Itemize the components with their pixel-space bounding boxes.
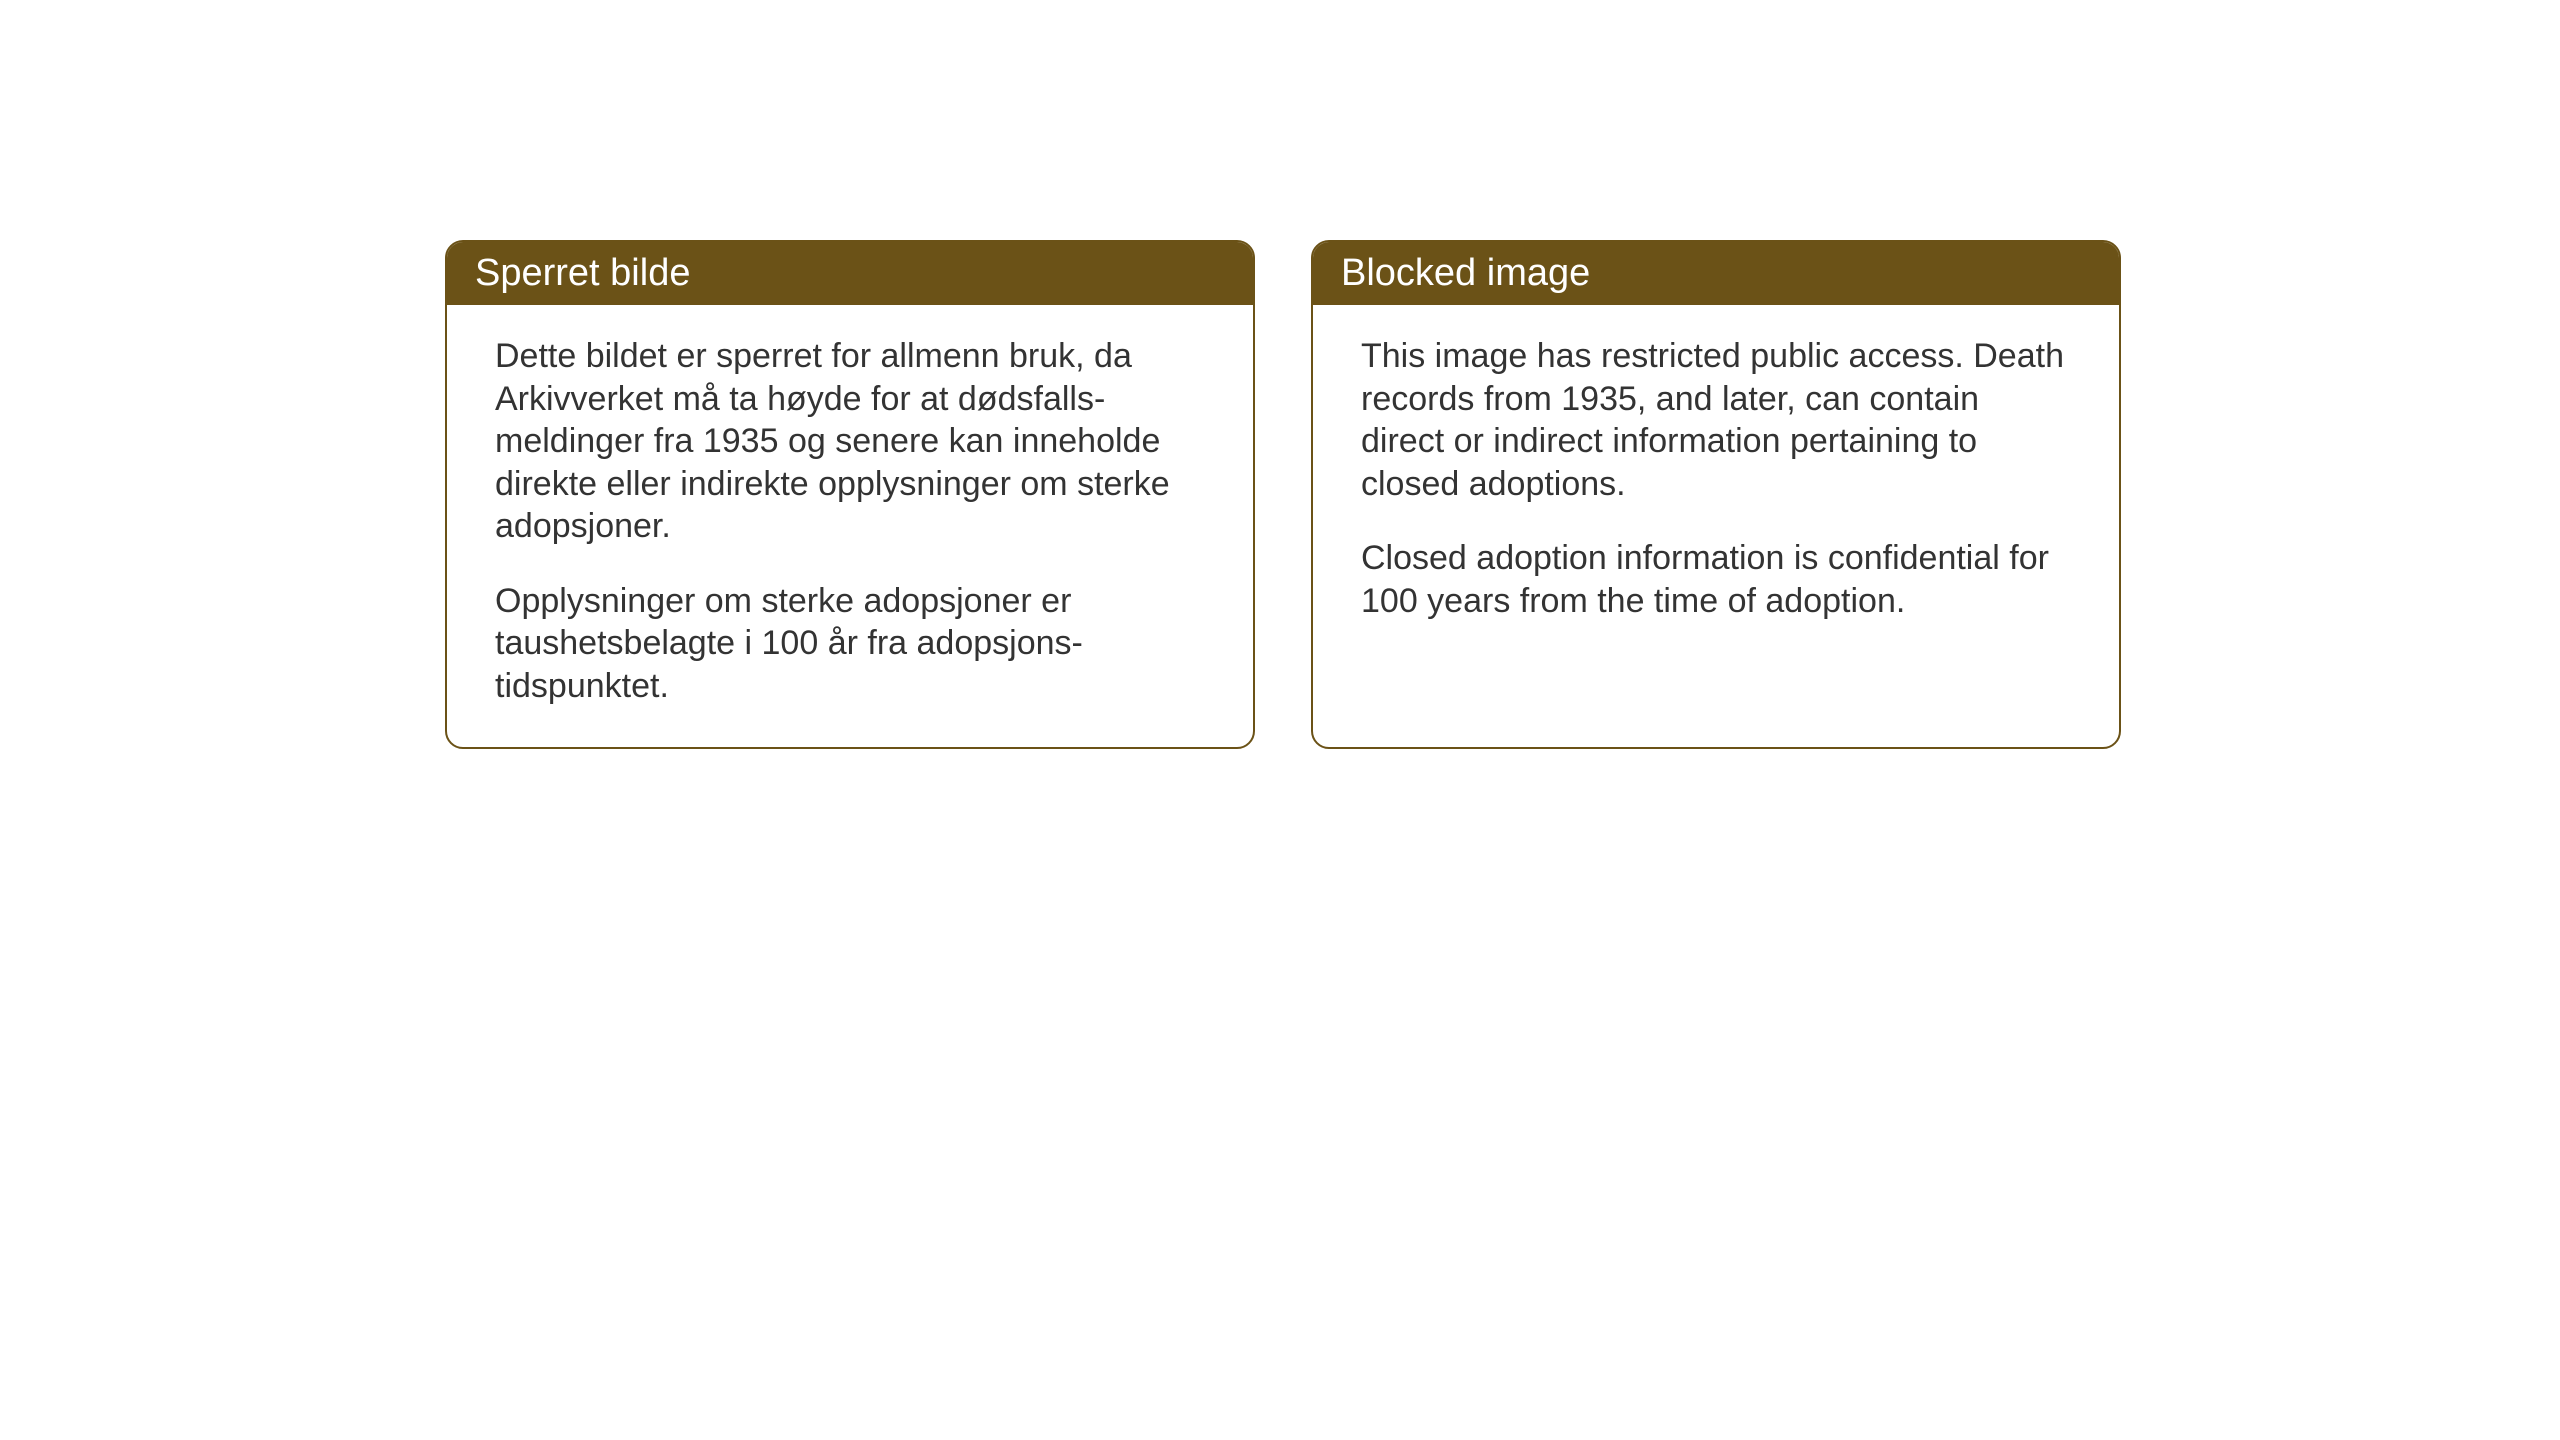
norwegian-title: Sperret bilde	[475, 252, 690, 294]
english-card-body: This image has restricted public access.…	[1313, 305, 2119, 662]
english-paragraph-2: Closed adoption information is confident…	[1361, 537, 2071, 622]
norwegian-paragraph-2: Opplysninger om sterke adopsjoner er tau…	[495, 580, 1205, 708]
norwegian-paragraph-1: Dette bildet er sperret for allmenn bruk…	[495, 335, 1205, 548]
english-title: Blocked image	[1341, 252, 1590, 294]
english-paragraph-1: This image has restricted public access.…	[1361, 335, 2071, 505]
norwegian-card-header: Sperret bilde	[447, 242, 1253, 305]
english-notice-card: Blocked image This image has restricted …	[1311, 240, 2121, 749]
norwegian-card-body: Dette bildet er sperret for allmenn bruk…	[447, 305, 1253, 747]
norwegian-notice-card: Sperret bilde Dette bildet er sperret fo…	[445, 240, 1255, 749]
notice-container: Sperret bilde Dette bildet er sperret fo…	[445, 240, 2121, 749]
english-card-header: Blocked image	[1313, 242, 2119, 305]
